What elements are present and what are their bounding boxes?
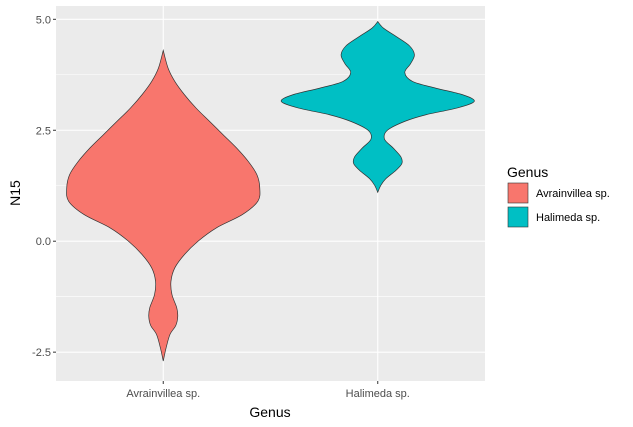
x-axis: Avrainvillea sp. Halimeda sp.	[126, 381, 410, 400]
x-tick-label: Halimeda sp.	[346, 388, 410, 400]
legend: Genus Avrainvillea sp. Halimeda sp.	[507, 164, 610, 228]
y-tick-label: -2.5	[32, 347, 51, 359]
legend-label-avrainvillea: Avrainvillea sp.	[536, 188, 610, 200]
violin-halimeda	[280, 20, 475, 194]
y-tick-label: 0.0	[36, 236, 51, 248]
y-tick-label: 2.5	[36, 125, 51, 137]
y-axis: -2.5 0.0 2.5 5.0	[32, 14, 56, 359]
legend-title: Genus	[507, 164, 548, 180]
y-tick-label: 5.0	[36, 14, 51, 26]
legend-key-avrainvillea	[507, 182, 529, 204]
legend-label-halimeda: Halimeda sp.	[536, 212, 600, 224]
x-axis-title: Genus	[249, 404, 290, 420]
x-tick-label: Avrainvillea sp.	[126, 388, 200, 400]
legend-key-halimeda	[507, 206, 529, 228]
violins	[66, 20, 475, 362]
violin-avrainvillea	[66, 49, 261, 362]
y-axis-title: N15	[7, 180, 23, 206]
